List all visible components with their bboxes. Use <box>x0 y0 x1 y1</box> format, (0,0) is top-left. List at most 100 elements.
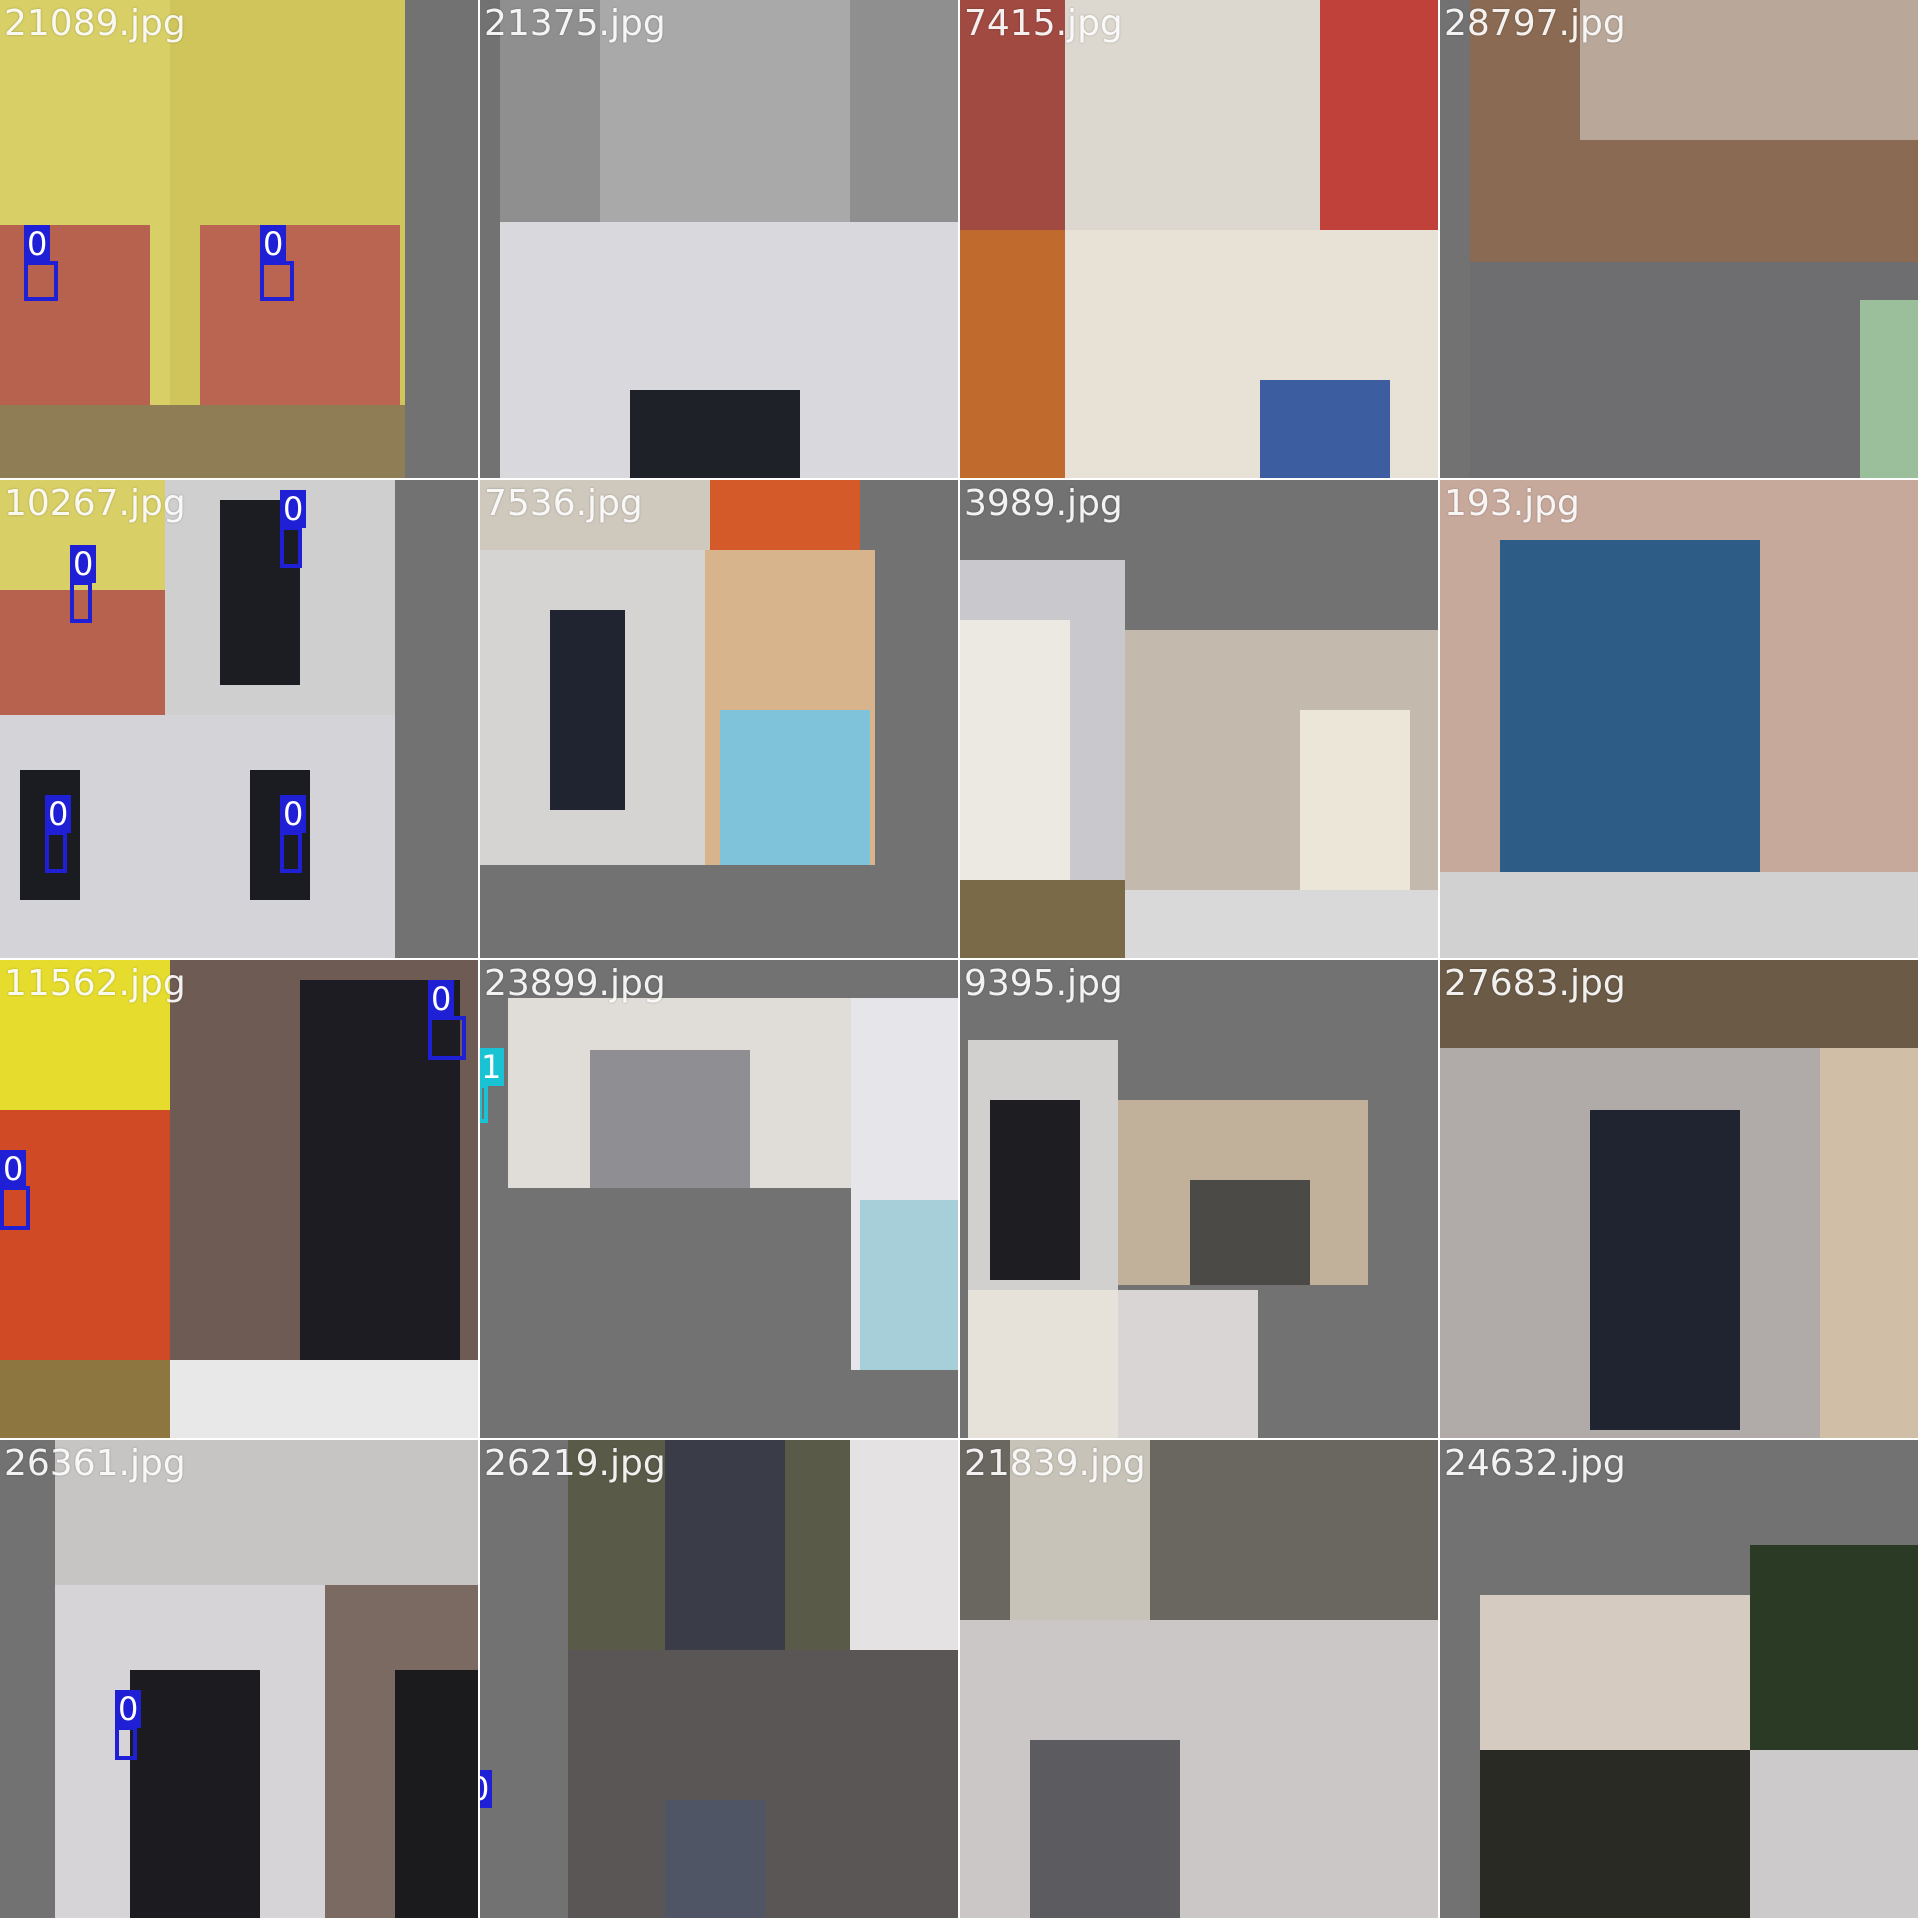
photo-patch <box>1320 0 1438 230</box>
tile: 9395.jpg010 <box>960 960 1438 1438</box>
bounding-box <box>45 831 67 873</box>
tile: 7536.jpg011 <box>480 480 958 958</box>
photo-patch <box>1580 0 1918 140</box>
photo-patch <box>960 0 1065 230</box>
photo-patch <box>1860 300 1918 478</box>
photo-patch <box>1500 540 1760 872</box>
bounding-box <box>280 831 302 873</box>
photo-patch <box>1030 1740 1180 1918</box>
tile: 11562.jpg 0 0 <box>0 960 478 1438</box>
image-filename: 27683.jpg <box>1444 963 1626 1004</box>
photo-patch <box>1010 1440 1150 1620</box>
photo-patch <box>220 500 300 685</box>
class-label: 0 <box>70 545 97 583</box>
photo-patch <box>710 480 860 550</box>
image-filename: 21839.jpg <box>964 1443 1146 1484</box>
photo-patch <box>665 1800 765 1918</box>
photo-patch <box>0 1360 170 1438</box>
tile: 28797.jpg <box>1440 0 1918 478</box>
photo-patch <box>960 880 1125 958</box>
tile: 26361.jpg 0 <box>0 1440 478 1918</box>
bounding-box <box>428 1016 466 1060</box>
bounding-box <box>115 1726 137 1760</box>
tile: 7415.jpg <box>960 0 1438 478</box>
photo-patch <box>1480 1595 1755 1750</box>
image-filename: 11562.jpg <box>4 963 186 1004</box>
photo-patch <box>0 405 405 478</box>
photo-patch <box>0 1110 170 1360</box>
class-label: 0 <box>480 1770 493 1808</box>
photo-patch <box>0 590 165 715</box>
photo-patch <box>550 610 625 810</box>
image-filename: 7536.jpg <box>484 483 643 524</box>
photo-patch <box>1750 1750 1918 1918</box>
class-label: 0 <box>45 795 72 833</box>
bounding-box <box>24 261 58 301</box>
photo-patch <box>630 390 800 478</box>
bounding-box <box>480 1084 488 1123</box>
class-label: 0 <box>260 225 287 263</box>
photo-patch <box>20 770 80 900</box>
tile: 21089.jpg 0 0 <box>0 0 478 478</box>
image-filename: 9395.jpg <box>964 963 1123 1004</box>
photo-patch <box>1480 1750 1755 1918</box>
class-label: 0 <box>280 490 307 528</box>
photo-patch <box>55 1440 478 1585</box>
bounding-box <box>70 581 92 623</box>
photo-patch <box>1125 890 1438 958</box>
photo-patch <box>860 1200 958 1370</box>
image-filename: 10267.jpg <box>4 483 186 524</box>
photo-patch <box>1190 1180 1310 1285</box>
class-label: 0 <box>0 1150 27 1188</box>
image-filename: 7415.jpg <box>964 3 1123 44</box>
image-filename: 24632.jpg <box>1444 1443 1626 1484</box>
photo-patch <box>960 230 1065 478</box>
class-label: 0 <box>280 795 307 833</box>
class-label: 0 <box>24 225 51 263</box>
image-filename: 26219.jpg <box>484 1443 666 1484</box>
photo-patch <box>665 1440 785 1650</box>
photo-patch <box>1750 1545 1918 1750</box>
photo-patch <box>1820 1048 1918 1438</box>
photo-patch <box>1440 960 1918 1048</box>
photo-patch <box>1470 262 1918 478</box>
photo-patch <box>990 1100 1080 1280</box>
class-label: 0 <box>428 980 455 1018</box>
photo-patch <box>300 980 460 1360</box>
photo-patch <box>200 225 400 405</box>
image-filename: 193.jpg <box>1444 483 1580 524</box>
image-filename: 28797.jpg <box>1444 3 1626 44</box>
image-filename: 3989.jpg <box>964 483 1123 524</box>
tile: 24632.jpg111 <box>1440 1440 1918 1918</box>
tile: 10267.jpg 0 0 0 0 <box>0 480 478 958</box>
photo-patch <box>590 1050 750 1188</box>
class-label: 1 <box>480 1048 505 1086</box>
photo-patch <box>968 1290 1118 1438</box>
bounding-box <box>260 261 294 301</box>
photo-patch <box>1590 1110 1740 1430</box>
photo-patch <box>600 0 850 222</box>
photo-patch <box>1300 710 1410 890</box>
photo-patch <box>1118 1290 1258 1438</box>
photo-patch <box>1440 872 1918 958</box>
photo-patch <box>720 710 870 865</box>
photo-patch <box>1260 380 1390 478</box>
photo-patch <box>170 1360 478 1438</box>
class-label: 0 <box>115 1690 142 1728</box>
bounding-box <box>0 1186 30 1230</box>
photo-patch <box>395 1670 478 1918</box>
image-filename: 23899.jpg <box>484 963 666 1004</box>
photo-patch <box>960 620 1070 880</box>
bounding-box <box>280 526 302 568</box>
image-filename: 21375.jpg <box>484 3 666 44</box>
image-filename: 21089.jpg <box>4 3 186 44</box>
photo-patch <box>130 1670 260 1918</box>
